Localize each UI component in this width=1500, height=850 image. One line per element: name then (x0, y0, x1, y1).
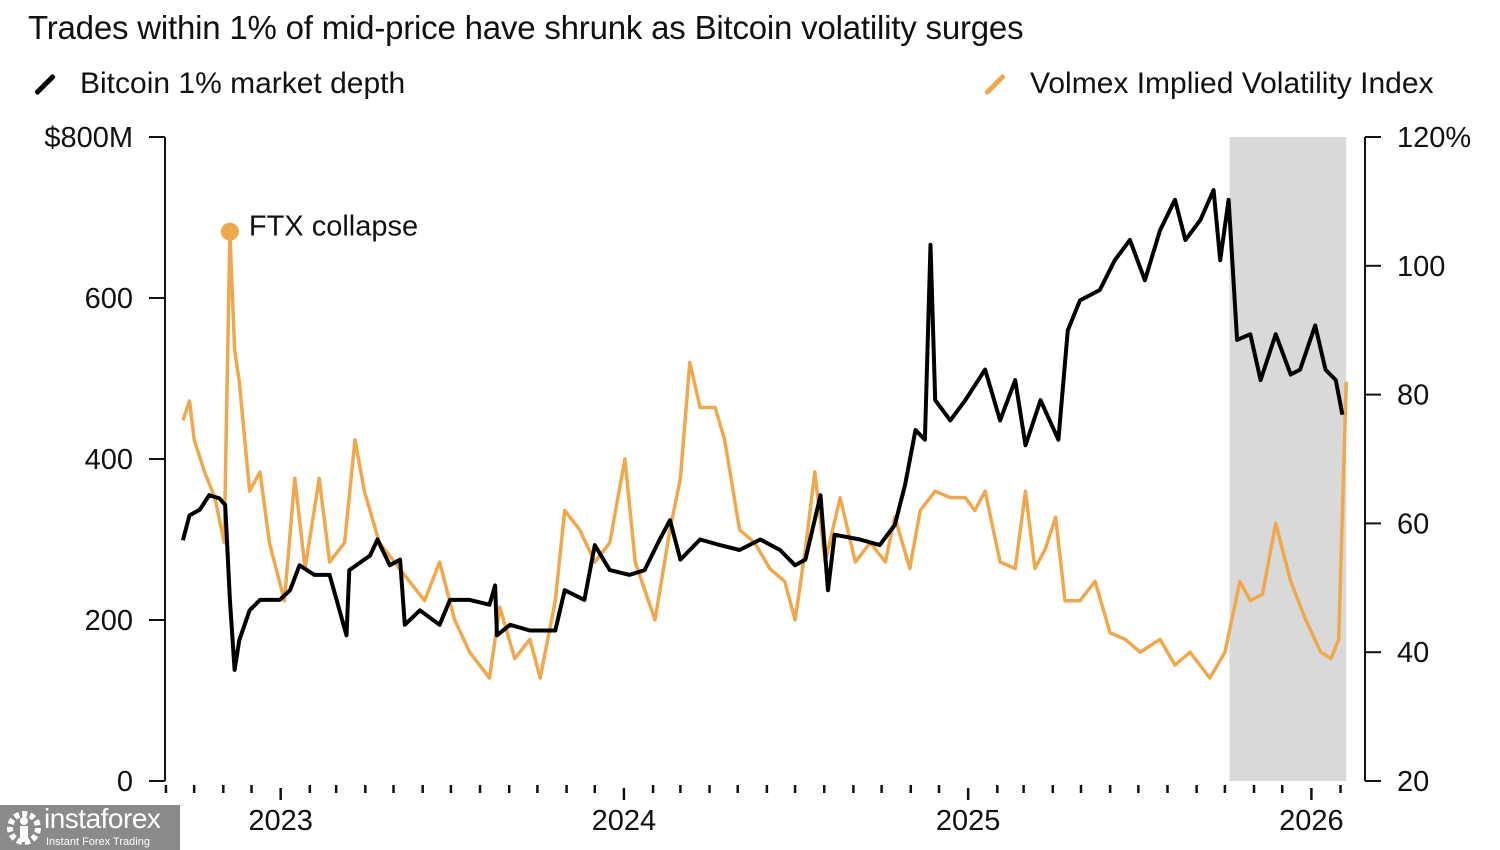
left-axis-tick-label: 0 (117, 766, 133, 798)
left-axis-tick-label: 600 (85, 283, 133, 315)
x-axis-tick-label: 2023 (248, 805, 313, 837)
chart-title: Trades within 1% of mid-price have shrun… (28, 9, 1024, 46)
left-axis-tick-label: 400 (85, 444, 133, 476)
left-axis-tick-label: $800M (44, 122, 133, 154)
watermark-logo: instaforex Instant Forex Trading (0, 805, 180, 850)
right-axis-tick-label: 40 (1397, 637, 1429, 669)
watermark-brand: instaforex (44, 805, 161, 834)
legend-label: Volmex Implied Volatility Index (1030, 67, 1434, 100)
right-axis-tick-label: 80 (1397, 380, 1429, 412)
volatility-series-line (181, 231, 1348, 680)
right-axis-tick-label: 60 (1397, 508, 1429, 540)
left-axis-tick-label: 200 (85, 605, 133, 637)
shaded-period (1229, 137, 1347, 781)
x-axis-tick-label: 2025 (936, 805, 1001, 837)
right-axis-tick-label: 20 (1397, 766, 1429, 798)
gear-person-icon (7, 811, 41, 845)
watermark-tagline: Instant Forex Trading (46, 836, 150, 848)
annotation-label: FTX collapse (249, 211, 418, 243)
legend-item-volatility: Volmex Implied Volatility Index (982, 66, 1434, 102)
right-axis-tick-label: 100 (1397, 251, 1445, 283)
x-axis-tick-label: 2024 (592, 805, 657, 837)
legend-item-depth: Bitcoin 1% market depth (32, 66, 405, 102)
annotation-marker (220, 222, 239, 241)
x-axis-tick-label: 2026 (1279, 805, 1344, 837)
right-axis-tick-label: 120% (1397, 122, 1471, 154)
legend-label: Bitcoin 1% market depth (80, 67, 406, 100)
depth-series-line (180, 188, 1345, 672)
